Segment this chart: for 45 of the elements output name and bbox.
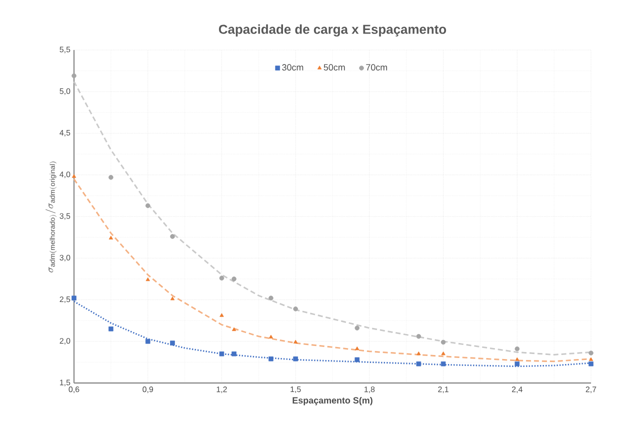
point	[354, 326, 360, 330]
point	[293, 306, 298, 312]
point	[514, 361, 520, 366]
point	[72, 296, 76, 300]
point	[219, 351, 224, 356]
point	[145, 338, 150, 344]
point	[440, 340, 446, 345]
y-axis-title: $\sigma_{\mathrm{adm(melhorado)}} / \sigma_{\mathrm{adm(original)}}$	[46, 162, 57, 272]
point	[232, 276, 236, 282]
point	[268, 356, 274, 362]
point	[232, 327, 236, 332]
point	[72, 174, 76, 178]
point	[268, 296, 274, 300]
point	[416, 334, 422, 339]
point	[440, 361, 446, 366]
chart-title: Capacidade de carga x Espaçamento	[218, 24, 446, 37]
point	[416, 361, 422, 366]
legend-label: 30cm	[282, 64, 304, 71]
point	[588, 357, 594, 361]
point	[232, 351, 236, 356]
point	[588, 361, 594, 366]
point	[293, 340, 298, 344]
point	[108, 174, 114, 180]
point	[220, 313, 224, 317]
point	[170, 234, 175, 239]
point	[108, 236, 114, 240]
point	[146, 277, 150, 282]
point	[441, 351, 446, 356]
x-axis-title: Espaçamento S(m)	[292, 396, 372, 406]
legend-label: 50cm	[324, 64, 345, 71]
point	[354, 357, 360, 362]
point	[219, 276, 224, 280]
point	[268, 334, 274, 339]
point	[588, 350, 594, 356]
point	[145, 203, 150, 208]
point	[170, 340, 175, 346]
point	[72, 73, 76, 78]
point	[515, 357, 520, 361]
point	[293, 356, 298, 362]
point	[355, 346, 360, 350]
point	[108, 326, 114, 332]
point	[170, 296, 175, 300]
legend-label: 70cm	[366, 64, 388, 71]
point	[416, 351, 421, 356]
point	[514, 346, 520, 352]
